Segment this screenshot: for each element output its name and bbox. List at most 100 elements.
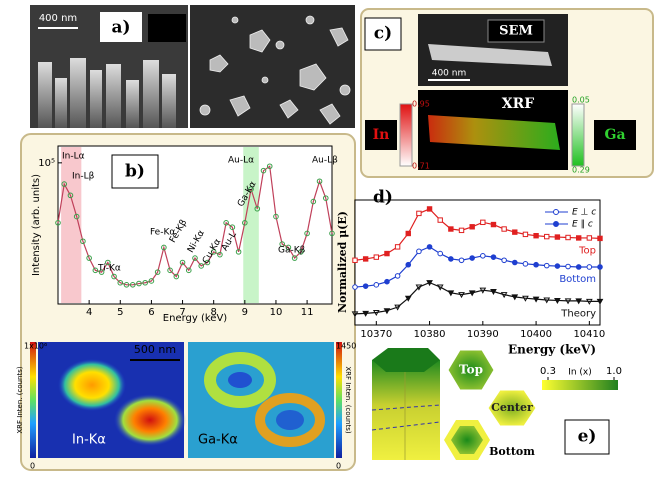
- data-point: [154, 269, 161, 275]
- marker: [426, 280, 433, 287]
- marker: [522, 231, 529, 238]
- label-box: [111, 154, 159, 189]
- marker: [501, 257, 507, 264]
- x-axis-title: Energy (keV): [163, 313, 228, 324]
- x-tick-label: 4: [86, 307, 92, 318]
- marker: [490, 221, 497, 228]
- top-label: Top: [459, 363, 483, 377]
- marker: [447, 290, 455, 297]
- data-point: [198, 263, 205, 269]
- peak-label: Ga-Kβ: [278, 246, 306, 256]
- bottom-label: Bottom: [489, 445, 535, 458]
- xrf-label: XRF: [502, 96, 534, 112]
- ga-min: 0.29: [572, 166, 590, 175]
- panel-label: c): [374, 24, 392, 44]
- particles: [199, 15, 351, 125]
- marker: [405, 261, 412, 268]
- marker: [511, 259, 518, 266]
- series-label: Theory: [560, 308, 596, 319]
- scale-bar-label: 400 nm: [39, 13, 77, 24]
- marker: [351, 311, 359, 318]
- label-box: [487, 19, 545, 43]
- data-point: [73, 213, 80, 220]
- data-point: [310, 198, 317, 205]
- marker: [585, 298, 593, 305]
- data-point: [123, 281, 130, 288]
- marker: [480, 253, 486, 259]
- x-axis-title: Energy (keV): [508, 343, 596, 357]
- marker: [533, 261, 539, 268]
- marker: [544, 233, 550, 240]
- ga-max: 0.05: [572, 96, 590, 105]
- marker: [394, 244, 401, 250]
- data-point: [242, 219, 248, 226]
- sem-label: SEM: [499, 24, 533, 39]
- legend-marker: [553, 221, 559, 227]
- marker: [416, 248, 422, 255]
- marker: [373, 254, 380, 260]
- peak-label: Au-Lα: [228, 156, 254, 166]
- xrf-maps: 500 nm In-Kα Ga-Kα 1x10⁶ 0 XRF Inten. (c…: [16, 342, 356, 471]
- colorbar-min: 0: [30, 462, 35, 471]
- colorbar-tick-label: 1.0: [606, 366, 622, 377]
- data-point: [298, 249, 304, 255]
- data-point: [329, 230, 335, 237]
- x-tick-label: 10370: [360, 329, 392, 340]
- label-box: [100, 12, 142, 42]
- marker: [565, 263, 571, 270]
- y-axis-title: Normalized μ(E): [336, 211, 349, 313]
- nanowires: [38, 58, 176, 128]
- x-tick-label: 10390: [467, 329, 499, 340]
- x-tick-label: 9: [242, 307, 248, 318]
- x-tick-label: 6: [148, 307, 154, 318]
- peak-label: Au-Lβ: [312, 156, 338, 166]
- data-point: [111, 273, 117, 280]
- panel-label: d): [373, 188, 393, 208]
- colorbar-min: 0: [336, 462, 341, 471]
- plot-area: [57, 145, 333, 305]
- colorbar-tick-label: 0.3: [540, 366, 556, 377]
- data-point: [167, 267, 173, 274]
- data-point: [266, 163, 273, 170]
- x-tick-label: 10: [270, 307, 283, 318]
- colorbar-ticks: 0.3 1.0: [540, 366, 622, 380]
- data-point: [98, 269, 105, 275]
- label-box: [148, 14, 186, 42]
- data-point: [204, 259, 211, 266]
- map-label: In-Kα: [72, 433, 106, 448]
- marker: [565, 234, 571, 241]
- marker: [554, 263, 561, 269]
- x-tick-label: 11: [301, 307, 314, 318]
- peak-label: In-Lβ: [72, 172, 95, 182]
- marker: [437, 217, 443, 223]
- data-point: [55, 219, 61, 226]
- data-point: [291, 255, 298, 261]
- data-point: [92, 267, 99, 274]
- data-point: [86, 255, 92, 261]
- data-point: [254, 205, 261, 212]
- panel-label: b): [125, 162, 145, 182]
- ga-label: Ga: [604, 127, 625, 143]
- data-point: [192, 255, 198, 261]
- marker: [448, 256, 454, 262]
- data-point: [136, 280, 142, 287]
- marker: [575, 235, 582, 241]
- marker: [512, 229, 518, 235]
- data-point: [316, 178, 323, 185]
- scale-bar-label: 400 nm: [432, 69, 467, 79]
- marker: [415, 284, 423, 291]
- data-point: [142, 279, 148, 286]
- marker: [405, 230, 411, 237]
- data-point: [185, 267, 192, 274]
- marker: [352, 257, 358, 263]
- data-point: [235, 249, 242, 255]
- legend-label: E ∥ c: [572, 220, 593, 230]
- marker: [458, 292, 465, 299]
- data-point: [279, 241, 285, 247]
- marker: [479, 287, 487, 294]
- data-point: [217, 251, 223, 258]
- data-point: [285, 244, 292, 251]
- data-point: [129, 281, 136, 288]
- marker: [575, 264, 582, 270]
